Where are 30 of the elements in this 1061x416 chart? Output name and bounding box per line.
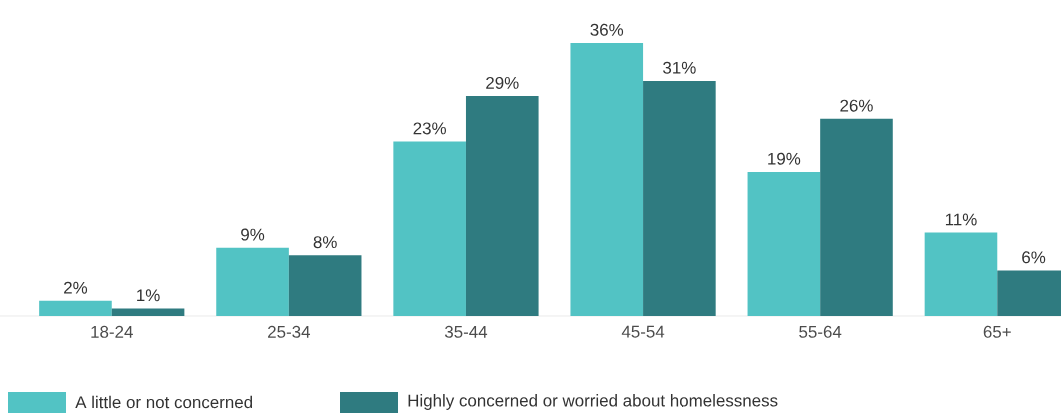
x-tick-label: 65+ [983, 325, 1011, 338]
data-label: 19% [768, 152, 801, 165]
data-label: 29% [486, 76, 519, 89]
data-label: 36% [590, 23, 624, 36]
x-tick-label: 35-44 [444, 325, 488, 338]
bar [643, 80, 716, 316]
data-label: 9% [241, 228, 265, 241]
bar [570, 43, 644, 316]
bar [288, 255, 362, 316]
data-label: 8% [313, 236, 337, 249]
x-tick-label: 25-34 [268, 325, 311, 338]
bar [111, 308, 185, 316]
bar [393, 141, 466, 316]
data-label: 1% [137, 289, 160, 302]
data-label: 2% [64, 281, 88, 294]
data-label: 26% [840, 99, 873, 112]
x-tick-label: 45-54 [621, 325, 665, 338]
bar [39, 300, 112, 316]
data-label: 31% [663, 61, 696, 74]
x-tick-label: 18-24 [91, 325, 133, 338]
x-tick-label: 55-64 [799, 325, 842, 338]
bar [747, 171, 821, 316]
data-label: 11% [945, 213, 977, 226]
legend-label: Highly concerned or worried about homelessness [408, 394, 778, 410]
bar [465, 96, 539, 316]
data-label: 6% [1022, 251, 1046, 264]
legend-label: A little or not concerned [75, 395, 253, 409]
data-label: 23% [413, 122, 446, 135]
bar [216, 247, 289, 316]
bar [820, 118, 893, 316]
